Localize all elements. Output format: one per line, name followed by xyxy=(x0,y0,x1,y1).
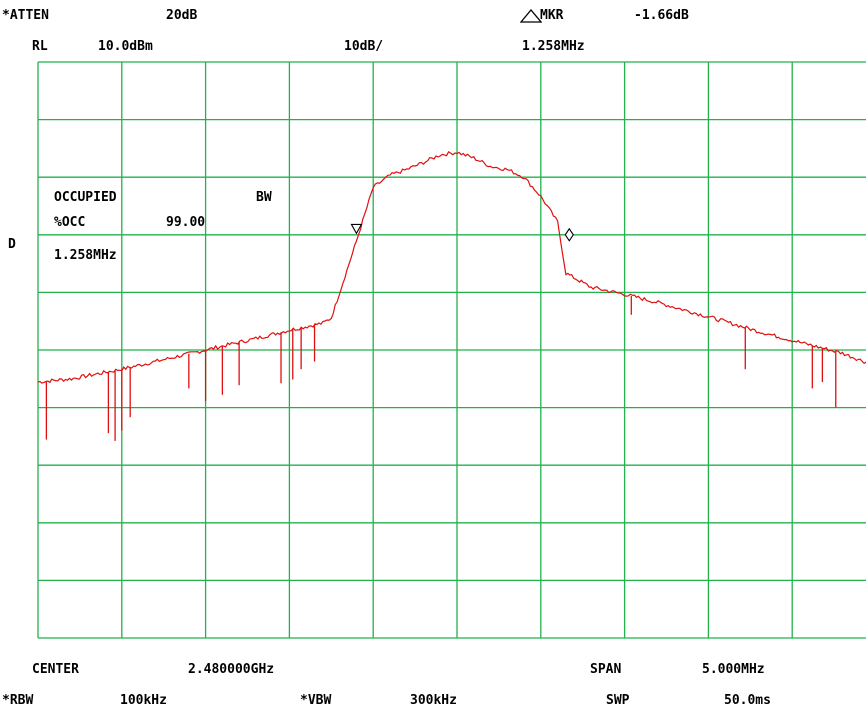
side-marker: D xyxy=(8,237,16,252)
marker-triangle-icon xyxy=(350,223,363,235)
vbw-value: 300kHz xyxy=(410,693,457,708)
occ-bw-value: 1.258MHz xyxy=(54,248,117,263)
rl-label: RL xyxy=(32,39,48,54)
delta-marker-icon xyxy=(520,9,542,23)
scale-value: 10dB/ xyxy=(344,39,384,54)
swp-value: 50.0ms xyxy=(724,693,771,708)
span-value: 5.000MHz xyxy=(702,662,765,677)
occ-pct-label: %OCC xyxy=(54,215,86,230)
occupied-title: OCCUPIED xyxy=(54,190,117,205)
trace-group xyxy=(37,150,866,441)
occ-pct-value: 99.00 xyxy=(166,215,206,230)
atten-value: 20dB xyxy=(166,8,198,23)
graticule xyxy=(37,61,866,639)
rbw-label: *RBW xyxy=(2,693,34,708)
mkr-label: MKR xyxy=(540,8,564,23)
center-value: 2.480000GHz xyxy=(188,662,275,677)
spectrum-trace xyxy=(37,150,866,384)
span-label: SPAN xyxy=(590,662,622,677)
rbw-value: 100kHz xyxy=(120,693,167,708)
vbw-label: *VBW xyxy=(300,693,332,708)
rl-value: 10.0dBm xyxy=(98,39,153,54)
mkr-value: -1.66dB xyxy=(634,8,689,23)
occupied-bw: BW xyxy=(256,190,272,205)
center-label: CENTER xyxy=(32,662,79,677)
mkr-freq: 1.258MHz xyxy=(522,39,585,54)
spectrum-display xyxy=(37,61,866,639)
atten-label: *ATTEN xyxy=(2,8,49,23)
marker-diamond-icon xyxy=(564,227,574,242)
swp-label: SWP xyxy=(606,693,630,708)
